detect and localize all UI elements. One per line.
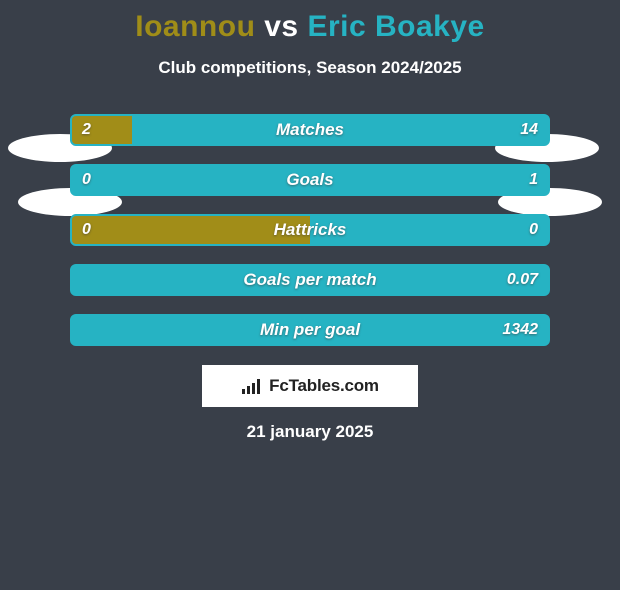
stat-right-value: 14 <box>520 116 538 144</box>
stat-row: 2 Matches 14 <box>70 114 550 146</box>
comparison-title: Ioannou vs Eric Boakye <box>0 10 620 44</box>
brand-badge: FcTables.com <box>202 365 418 407</box>
player2-name: Eric Boakye <box>307 10 484 43</box>
subtitle: Club competitions, Season 2024/2025 <box>0 58 620 78</box>
stat-right-value: 0.07 <box>507 266 538 294</box>
player1-name: Ioannou <box>135 10 255 43</box>
stat-row: 0 Hattricks 0 <box>70 214 550 246</box>
stat-label: Hattricks <box>72 216 548 244</box>
stat-row: Goals per match 0.07 <box>70 264 550 296</box>
stat-row: 0 Goals 1 <box>70 164 550 196</box>
stat-label: Matches <box>72 116 548 144</box>
stat-row: Min per goal 1342 <box>70 314 550 346</box>
stat-right-value: 1 <box>529 166 538 194</box>
stat-right-value: 1342 <box>502 316 538 344</box>
date-line: 21 january 2025 <box>0 422 620 442</box>
stat-rows: 2 Matches 14 0 Goals 1 0 Hattricks 0 Goa… <box>70 114 550 346</box>
stat-label: Goals per match <box>72 266 548 294</box>
stat-right-value: 0 <box>529 216 538 244</box>
chart-icon <box>241 377 263 395</box>
brand-text: FcTables.com <box>269 376 379 396</box>
stat-label: Min per goal <box>72 316 548 344</box>
stat-label: Goals <box>72 166 548 194</box>
vs-word: vs <box>264 10 298 43</box>
